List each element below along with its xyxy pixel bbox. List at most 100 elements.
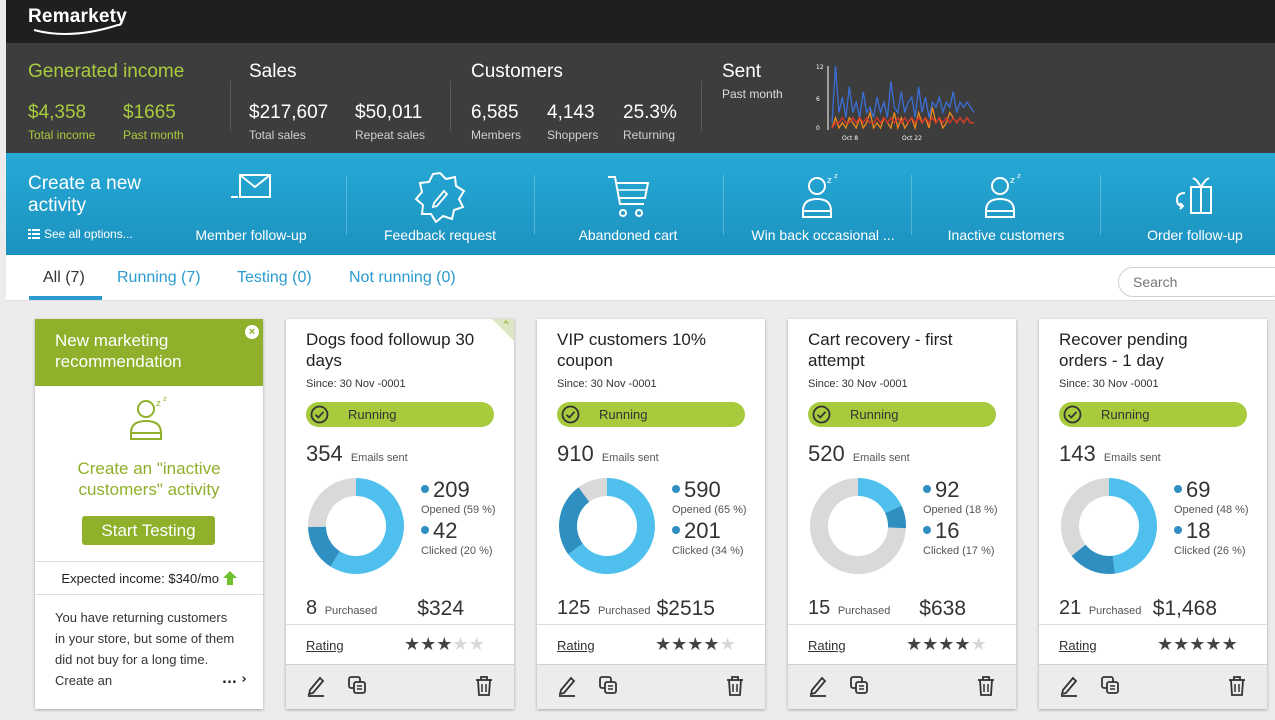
shoppers-value: 4,143	[547, 102, 595, 123]
delete-icon[interactable]	[474, 675, 494, 697]
rating-star[interactable]: ★	[655, 634, 672, 654]
revenue-value: $1,468	[1152, 597, 1217, 620]
rating-star[interactable]: ★	[719, 634, 736, 654]
start-testing-button[interactable]: Start Testing	[82, 516, 215, 545]
stats-bar: Generated income $4,358 Total income $16…	[6, 43, 1275, 153]
rating-star[interactable]: ★	[1205, 634, 1222, 654]
legend-dot	[421, 485, 429, 493]
legend-dot	[672, 485, 680, 493]
campaign-card[interactable]: Dogs food followup 30 days Since: 30 Nov -…	[286, 319, 514, 709]
rating-star[interactable]: ★	[954, 634, 971, 654]
activity-order-follow-up[interactable]: Order follow-up	[1136, 171, 1254, 251]
rating-star[interactable]: ★	[1173, 634, 1190, 654]
rating-stars[interactable]: ★★★★★	[655, 634, 736, 655]
delete-icon[interactable]	[976, 675, 996, 697]
activity-member-follow-up[interactable]: Member follow-up	[185, 171, 317, 251]
read-more-link[interactable]: ... ›	[222, 672, 247, 687]
delete-icon[interactable]	[725, 675, 745, 697]
opened-label: Opened (18 %)	[923, 504, 998, 516]
status-badge: Running	[557, 402, 745, 427]
rating-star[interactable]: ★	[703, 634, 720, 654]
activity-inactive-customers[interactable]: z z Inactive customers	[947, 172, 1065, 243]
legend-dot	[923, 485, 931, 493]
opened-count: 69	[1174, 477, 1210, 503]
duplicate-icon[interactable]	[598, 675, 618, 695]
duplicate-icon[interactable]	[849, 675, 869, 695]
tab-not-running[interactable]: Not running (0)	[349, 269, 456, 286]
sleeping-user-icon: z z	[802, 172, 838, 218]
rating-row: Rating ★★★★★	[1039, 624, 1267, 662]
sleeping-user-icon: z z	[985, 172, 1021, 218]
see-all-options-link[interactable]: See all options...	[28, 227, 133, 241]
campaign-title[interactable]: Cart recovery - first attempt	[808, 330, 953, 370]
rating-star[interactable]: ★	[922, 634, 939, 654]
rating-stars[interactable]: ★★★★★	[906, 634, 987, 655]
create-activity-title: Create a new activity	[28, 173, 142, 216]
rating-label[interactable]: Rating	[1059, 638, 1097, 653]
logo-swoosh-icon	[33, 24, 119, 35]
duplicate-icon[interactable]	[347, 675, 367, 695]
divider	[450, 81, 451, 131]
rating-star[interactable]: ★	[1157, 634, 1174, 654]
new-corner-icon	[492, 319, 514, 341]
rating-label[interactable]: Rating	[557, 638, 595, 653]
donut-clicked-segment	[308, 526, 340, 567]
rating-star[interactable]: ★	[420, 634, 437, 654]
income-title: Generated income	[28, 61, 185, 82]
opened-count: 92	[923, 477, 959, 503]
divider	[346, 175, 347, 235]
campaign-title[interactable]: Recover pending orders - 1 day	[1059, 330, 1188, 370]
activity-win-back-occasional[interactable]: z z Win back occasional ...	[751, 172, 895, 243]
card-actions	[788, 664, 1016, 709]
rating-label[interactable]: Rating	[306, 638, 344, 653]
emails-sent: 354 Emails sent	[306, 441, 408, 466]
tab-running[interactable]: Running (7)	[117, 269, 201, 286]
rating-star[interactable]: ★	[1189, 634, 1206, 654]
campaign-card[interactable]: Recover pending orders - 1 day Since: 30 N…	[1039, 319, 1267, 709]
rating-star[interactable]: ★	[436, 634, 453, 654]
svg-text:z: z	[827, 176, 832, 186]
rating-star[interactable]: ★	[671, 634, 688, 654]
rating-label[interactable]: Rating	[808, 638, 846, 653]
clicked-label: Clicked (26 %)	[1174, 545, 1246, 557]
check-circle-icon	[561, 405, 580, 424]
close-icon[interactable]: ×	[245, 325, 259, 339]
rating-stars[interactable]: ★★★★★	[404, 634, 485, 655]
returning-label: Returning	[623, 128, 676, 142]
rating-star[interactable]: ★	[970, 634, 987, 654]
total-income-value: $4,358	[28, 102, 87, 123]
members-value: 6,585	[471, 102, 519, 123]
edit-icon[interactable]	[306, 675, 326, 697]
app-logo[interactable]: Remarkety	[28, 6, 127, 27]
edit-icon[interactable]	[1059, 675, 1079, 697]
campaign-title[interactable]: VIP customers 10% coupon	[557, 330, 706, 370]
campaign-card[interactable]: VIP customers 10% coupon Since: 30 Nov -00…	[537, 319, 765, 709]
rating-star[interactable]: ★	[404, 634, 421, 654]
recommendation-text: Create an "inactive customers" activity	[77, 459, 221, 499]
edit-icon[interactable]	[557, 675, 577, 697]
tab-testing[interactable]: Testing (0)	[237, 269, 312, 286]
clicked-label: Clicked (20 %)	[421, 545, 493, 557]
rating-star[interactable]: ★	[938, 634, 955, 654]
rating-star[interactable]: ★	[906, 634, 923, 654]
activity-feedback-request[interactable]: Feedback request	[376, 171, 504, 251]
rating-star[interactable]: ★	[468, 634, 485, 654]
rating-star[interactable]: ★	[452, 634, 469, 654]
duplicate-icon[interactable]	[1100, 675, 1120, 695]
divider	[230, 81, 231, 131]
check-circle-icon	[310, 405, 329, 424]
rating-star[interactable]: ★	[687, 634, 704, 654]
legend-dot	[421, 526, 429, 534]
edit-icon[interactable]	[808, 675, 828, 697]
sleeping-user-icon: z z	[130, 395, 167, 440]
activity-abandoned-cart[interactable]: Abandoned cart	[566, 171, 690, 251]
rating-star[interactable]: ★	[1221, 634, 1238, 654]
sent-title: Sent	[722, 61, 762, 82]
tab-all[interactable]: All (7)	[43, 269, 85, 286]
campaign-card[interactable]: Cart recovery - first attempt Since: 30 No…	[788, 319, 1016, 709]
search-input[interactable]	[1118, 267, 1275, 297]
campaign-title[interactable]: Dogs food followup 30 days	[306, 330, 475, 370]
delete-icon[interactable]	[1227, 675, 1247, 697]
rating-stars[interactable]: ★★★★★	[1157, 634, 1238, 655]
engagement-donut-chart	[1061, 478, 1158, 574]
